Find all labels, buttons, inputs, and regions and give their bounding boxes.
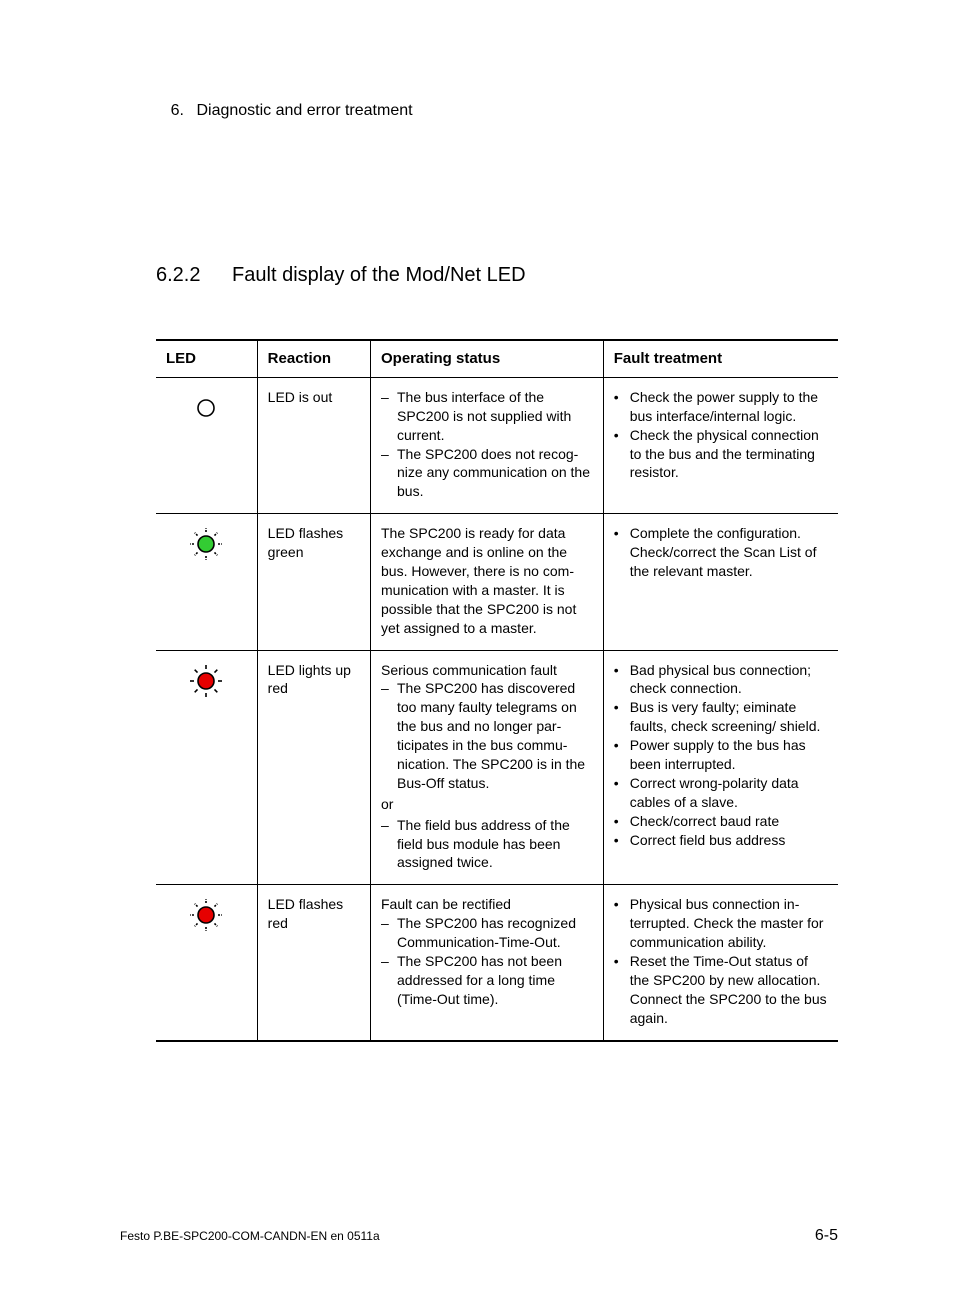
list: The bus interface of the SPC200 is not s… xyxy=(381,388,593,501)
page: 6. Diagnostic and error treatment 6.2.2 … xyxy=(0,0,954,1307)
chapter-header: 6. Diagnostic and error treatment xyxy=(156,100,838,122)
chapter-title: Diagnostic and error treatment xyxy=(196,102,412,119)
list-item: The SPC200 has discovered too many fault… xyxy=(381,679,593,792)
list-item: Correct field bus address xyxy=(614,831,828,850)
list-item: The field bus address of the field bus m… xyxy=(381,816,593,873)
list: Physical bus connection in­terrupted. Ch… xyxy=(614,895,828,1027)
col-header-led: LED xyxy=(156,340,257,378)
cell-fault-treatment: Complete the configuration. Check/correc… xyxy=(603,514,838,650)
fault-table: LED Reaction Operating status Fault trea… xyxy=(156,339,838,1042)
led-icon xyxy=(186,388,226,428)
list-item: Check the physical connec­tion to the bu… xyxy=(614,426,828,483)
list-item: The SPC200 has not been addressed for a … xyxy=(381,952,593,1009)
intro-text: Serious communication fault xyxy=(381,661,593,680)
list: Check the power supply to the bus interf… xyxy=(614,388,828,482)
cell-reaction: LED lights up red xyxy=(257,650,370,885)
list-item: Reset the Time-Out status of the SPC200 … xyxy=(614,952,828,1028)
list-item: Power supply to the bus has been interru… xyxy=(614,736,828,774)
intro-text: The SPC200 is ready for data exchange an… xyxy=(381,524,593,637)
table-header-row: LED Reaction Operating status Fault trea… xyxy=(156,340,838,378)
list-item: Check/correct baud rate xyxy=(614,812,828,831)
page-footer: Festo P.BE-SPC200-COM-CANDN-EN en 0511a … xyxy=(120,1225,838,1247)
list-item: The SPC200 does not recog­nize any commu… xyxy=(381,445,593,502)
cell-reaction: LED is out xyxy=(257,377,370,513)
cell-led xyxy=(156,885,257,1041)
col-header-fault-treatment: Fault treatment xyxy=(603,340,838,378)
list-item: Check the power supply to the bus interf… xyxy=(614,388,828,426)
cell-led xyxy=(156,650,257,885)
section-title: Fault display of the Mod/Net LED xyxy=(232,264,525,286)
list: The SPC200 has recognized Communication-… xyxy=(381,914,593,1008)
cell-reaction: LED flashes green xyxy=(257,514,370,650)
list-item: Bus is very faulty; eiminate faults, che… xyxy=(614,698,828,736)
col-header-reaction: Reaction xyxy=(257,340,370,378)
list: Complete the configuration. Check/correc… xyxy=(614,524,828,581)
cell-fault-treatment: Check the power supply to the bus interf… xyxy=(603,377,838,513)
list-item: The bus interface of the SPC200 is not s… xyxy=(381,388,593,445)
led-icon xyxy=(186,895,226,935)
list: The SPC200 has discovered too many fault… xyxy=(381,679,593,792)
footer-right: 6-5 xyxy=(815,1225,838,1247)
section-heading: 6.2.2 Fault display of the Mod/Net LED xyxy=(156,262,838,289)
cell-led xyxy=(156,514,257,650)
cell-operating-status: Fault can be rectifiedThe SPC200 has rec… xyxy=(371,885,604,1041)
list-item: Complete the configuration. Check/correc… xyxy=(614,524,828,581)
list-item: Bad physical bus connection; check conne… xyxy=(614,661,828,699)
cell-reaction: LED flashes red xyxy=(257,885,370,1041)
list: Bad physical bus connection; check conne… xyxy=(614,661,828,850)
col-header-operating-status: Operating status xyxy=(371,340,604,378)
led-icon xyxy=(186,661,226,701)
cell-fault-treatment: Physical bus connection in­terrupted. Ch… xyxy=(603,885,838,1041)
list: The field bus address of the field bus m… xyxy=(381,816,593,873)
cell-operating-status: The bus interface of the SPC200 is not s… xyxy=(371,377,604,513)
chapter-number: 6. xyxy=(156,100,184,122)
cell-fault-treatment: Bad physical bus connection; check conne… xyxy=(603,650,838,885)
table-row: LED is outThe bus interface of the SPC20… xyxy=(156,377,838,513)
cell-operating-status: Serious communication faultThe SPC200 ha… xyxy=(371,650,604,885)
list-item: The SPC200 has recognized Communication-… xyxy=(381,914,593,952)
section-number: 6.2.2 xyxy=(156,262,200,289)
footer-left: Festo P.BE-SPC200-COM-CANDN-EN en 0511a xyxy=(120,1228,380,1244)
or-text: or xyxy=(381,795,593,814)
list-item: Correct wrong-polarity data cables of a … xyxy=(614,774,828,812)
table-row: LED lights up redSerious communication f… xyxy=(156,650,838,885)
led-icon xyxy=(186,524,226,564)
cell-operating-status: The SPC200 is ready for data exchange an… xyxy=(371,514,604,650)
intro-text: Fault can be rectified xyxy=(381,895,593,914)
table-row: LED flashes redFault can be rectifiedThe… xyxy=(156,885,838,1041)
table-row: LED flashes greenThe SPC200 is ready for… xyxy=(156,514,838,650)
list-item: Physical bus connection in­terrupted. Ch… xyxy=(614,895,828,952)
cell-led xyxy=(156,377,257,513)
